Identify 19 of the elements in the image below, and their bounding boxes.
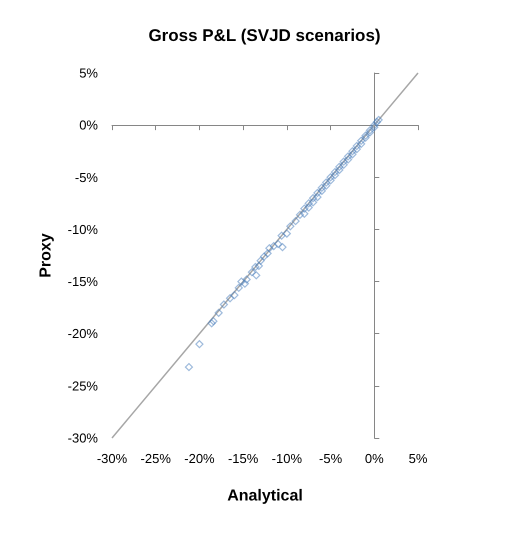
x-tick-label: 0%: [364, 451, 384, 466]
x-tick-label: 5%: [408, 451, 428, 466]
y-tick-label: -10%: [68, 222, 98, 237]
y-tick-label: -25%: [68, 378, 98, 394]
y-tick-label: -5%: [74, 170, 98, 185]
y-tick-label: 0%: [79, 118, 98, 133]
y-tick-label: -15%: [68, 274, 98, 290]
y-axis-title: Proxy: [38, 233, 54, 278]
x-tick-label: -15%: [228, 451, 259, 466]
x-tick-label: -25%: [140, 451, 172, 466]
y-tick-label: -30%: [68, 430, 98, 446]
x-tick-label: -20%: [184, 451, 216, 466]
chart-title: Gross P&L (SVJD scenarios): [148, 26, 381, 45]
y-tick-label: 5%: [79, 66, 98, 80]
x-axis-title: Analytical: [227, 488, 303, 504]
y-tick-label: -20%: [68, 326, 98, 342]
x-tick-label: -5%: [319, 451, 343, 466]
x-tick-label: -10%: [272, 451, 302, 466]
x-tick-label: -30%: [96, 451, 128, 466]
